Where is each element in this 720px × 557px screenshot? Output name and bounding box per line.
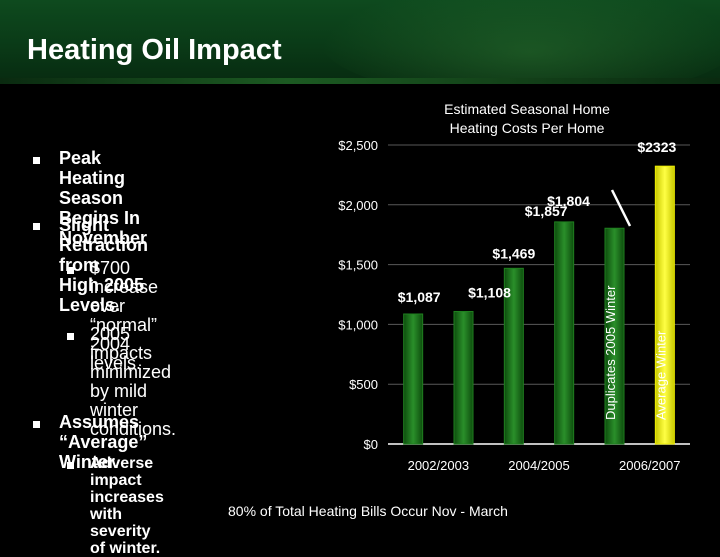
- y-tick-label: $500: [349, 377, 378, 392]
- data-label: $1,857: [525, 203, 568, 219]
- bullet-square-icon: [33, 421, 40, 428]
- bullet-line: Assumes “Average”: [59, 412, 148, 452]
- chart-footnote: 80% of Total Heating Bills Occur Nov - M…: [228, 503, 508, 519]
- x-tick-label: 2002/2003: [408, 458, 469, 473]
- data-label: $2323: [637, 139, 676, 155]
- heating-cost-chart: Estimated Seasonal Home Heating Costs Pe…: [338, 101, 690, 473]
- bullet-line: Begins In November: [59, 208, 148, 248]
- banner-edge: [0, 78, 720, 84]
- sub-bullet-mild-winter: 2005 impacts minimized by mild winter co…: [90, 325, 176, 439]
- data-label: $1,469: [492, 245, 535, 261]
- y-tick-label: $1,000: [338, 317, 378, 332]
- bullet-line: “normal” 2004 levels.: [90, 315, 158, 373]
- chart-title-line: Estimated Seasonal Home: [444, 101, 610, 117]
- bar: [503, 267, 524, 445]
- x-tick-label: 2006/2007: [619, 458, 680, 473]
- bullet-peak-season: Peak Heating Season Begins In November: [59, 148, 147, 248]
- data-label: $1,108: [468, 284, 511, 300]
- y-tick-label: $2,000: [338, 198, 378, 213]
- y-tick-label: $1,500: [338, 258, 378, 273]
- banner-swoosh: [320, 0, 720, 84]
- y-tick-label: $2,500: [338, 138, 378, 153]
- bullet-square-icon: [33, 157, 40, 164]
- title-banner: [0, 0, 720, 84]
- data-label: $1,804: [547, 193, 590, 209]
- slide-title: Heating Oil Impact: [27, 34, 282, 66]
- sub-bullet-square-icon: [67, 333, 74, 340]
- bullet-line: Peak Heating Season: [59, 148, 126, 208]
- bullet-line: by mild winter: [90, 381, 148, 420]
- bullet-line: High 2005 Levels.: [59, 275, 145, 315]
- bar: [453, 310, 474, 445]
- sub-bullet-increase: $700 increase over “normal” 2004 levels.: [90, 259, 158, 373]
- bar: [403, 313, 424, 445]
- bullet-line: Adverse impact increases: [90, 455, 164, 506]
- sub-bullet-square-icon: [67, 267, 74, 274]
- annotation-arrow: [610, 189, 632, 227]
- sub-bullet-square-icon: [67, 462, 74, 469]
- bar-vertical-label: Duplicates 2005 Winter: [603, 285, 618, 420]
- x-tick-label: 2004/2005: [508, 458, 569, 473]
- bullet-line: 2005 impacts minimized: [90, 324, 172, 382]
- bar: [604, 227, 625, 445]
- data-label: $1,087: [398, 289, 441, 305]
- y-tick-label: $0: [364, 437, 378, 452]
- bullet-line: conditions.: [90, 419, 177, 439]
- bar-average-winter: [654, 165, 675, 445]
- bullet-square-icon: [33, 223, 40, 230]
- bullet-line: $700 increase over: [90, 258, 159, 316]
- bar: [554, 221, 575, 445]
- bar-vertical-label: Average Winter: [653, 330, 668, 420]
- chart-title-line: Heating Costs Per Home: [450, 120, 605, 136]
